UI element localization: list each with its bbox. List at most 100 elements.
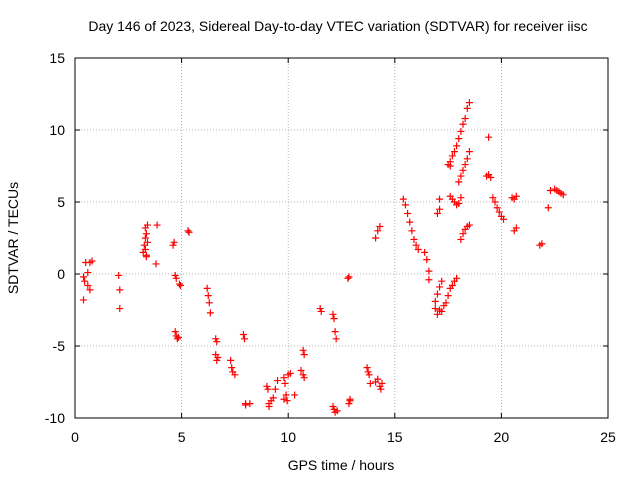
data-point <box>274 377 282 385</box>
data-point <box>489 194 497 202</box>
data-point <box>500 215 508 223</box>
data-point <box>433 210 441 218</box>
data-point <box>495 208 503 216</box>
data-point <box>465 221 473 229</box>
data-point <box>153 221 161 229</box>
data-point <box>174 333 182 341</box>
data-point <box>300 374 308 382</box>
y-axis-label: SDTVAR / TECUs <box>5 182 21 294</box>
data-point <box>544 204 552 212</box>
data-point <box>425 267 433 275</box>
data-point <box>365 371 373 379</box>
data-point <box>374 375 382 383</box>
data-point <box>436 283 444 291</box>
data-point <box>438 307 446 315</box>
data-point <box>242 401 250 409</box>
data-point <box>436 205 444 213</box>
data-point <box>86 286 94 294</box>
data-point <box>406 218 414 226</box>
data-point <box>436 195 444 203</box>
data-point <box>345 273 353 281</box>
data-point <box>487 174 495 182</box>
data-point <box>206 309 214 317</box>
x-tick-label: 0 <box>71 429 79 445</box>
data-point <box>453 142 461 150</box>
data-point <box>446 162 454 170</box>
data-point <box>84 269 92 277</box>
data-point <box>331 328 339 336</box>
data-point <box>170 238 178 246</box>
data-points <box>80 99 567 416</box>
data-point <box>116 305 124 313</box>
y-tick-label: 5 <box>57 194 65 210</box>
data-point <box>116 286 124 294</box>
data-point <box>461 161 469 169</box>
data-point <box>546 186 554 194</box>
data-point <box>404 210 412 218</box>
data-point <box>455 135 463 143</box>
data-point <box>431 305 439 313</box>
data-point <box>431 297 439 305</box>
data-point <box>173 335 181 343</box>
data-point <box>300 351 308 359</box>
data-point <box>444 292 452 300</box>
data-point <box>175 280 183 288</box>
data-point <box>212 351 220 359</box>
data-point <box>455 199 463 207</box>
data-point <box>283 397 291 405</box>
data-point <box>115 271 123 279</box>
data-point <box>453 274 461 282</box>
data-point <box>264 385 272 393</box>
x-tick-label: 25 <box>600 429 616 445</box>
data-point <box>297 366 305 374</box>
axis-ticks: 0 5 10 15 20 25 -10 -5 0 5 10 15 <box>45 50 616 445</box>
data-point <box>282 391 290 399</box>
data-point <box>228 364 236 372</box>
data-point <box>152 260 160 268</box>
data-point <box>172 274 180 282</box>
data-point <box>459 166 467 174</box>
data-point <box>363 364 371 372</box>
data-point <box>450 148 458 156</box>
data-point <box>459 120 467 128</box>
data-point <box>423 256 431 264</box>
data-point <box>538 240 546 248</box>
data-point <box>421 248 429 256</box>
data-point <box>271 385 279 393</box>
data-point <box>512 224 520 232</box>
data-point <box>333 407 341 415</box>
data-point <box>213 338 221 346</box>
y-tick-label: 10 <box>49 122 65 138</box>
data-point <box>231 371 239 379</box>
data-point <box>177 282 185 290</box>
data-point <box>265 402 273 410</box>
data-point <box>372 234 380 242</box>
y-tick-label: -5 <box>53 338 66 354</box>
data-point <box>299 346 307 354</box>
y-tick-label: 15 <box>49 50 65 66</box>
data-point <box>142 251 150 259</box>
data-point <box>512 192 520 200</box>
y-tick-label: 0 <box>57 266 65 282</box>
x-tick-label: 10 <box>280 429 296 445</box>
x-tick-label: 5 <box>178 429 186 445</box>
data-point <box>425 276 433 284</box>
data-point <box>461 114 469 122</box>
data-point <box>366 379 374 387</box>
data-point <box>485 133 493 141</box>
data-point <box>184 227 192 235</box>
data-point <box>81 277 89 285</box>
chart-title: Day 146 of 2023, Sidereal Day-to-day VTE… <box>88 18 587 34</box>
data-point <box>376 222 384 230</box>
data-point <box>205 299 213 307</box>
data-point <box>459 230 467 238</box>
y-tick-label: -10 <box>45 410 65 426</box>
data-point <box>448 152 456 160</box>
data-point <box>493 204 501 212</box>
data-point <box>401 201 409 209</box>
data-point <box>280 395 288 403</box>
data-point <box>171 328 179 336</box>
data-point <box>457 127 465 135</box>
data-point <box>227 356 235 364</box>
data-point <box>438 277 446 285</box>
